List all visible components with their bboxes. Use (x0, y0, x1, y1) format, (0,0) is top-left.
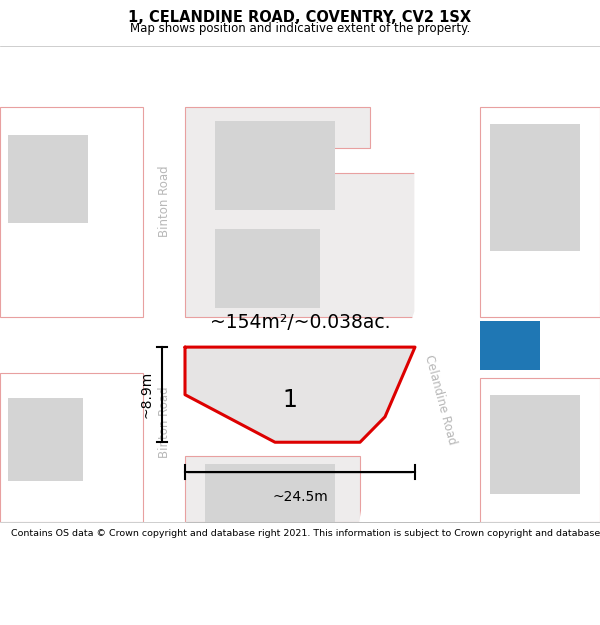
Bar (480, 107, 600, 318)
Text: Contains OS data © Crown copyright and database right 2021. This information is : Contains OS data © Crown copyright and d… (11, 529, 600, 538)
Polygon shape (185, 456, 360, 522)
Polygon shape (360, 107, 475, 522)
Text: ~154m²/~0.038ac.: ~154m²/~0.038ac. (210, 313, 390, 332)
Bar (8, 135, 88, 223)
Bar (490, 394, 580, 494)
Bar (0, 372, 143, 522)
Text: 1, CELANDINE ROAD, COVENTRY, CV2 1SX: 1, CELANDINE ROAD, COVENTRY, CV2 1SX (128, 10, 472, 25)
Polygon shape (185, 107, 415, 318)
Text: Celandine Road: Celandine Road (422, 354, 458, 446)
Text: ~24.5m: ~24.5m (272, 490, 328, 504)
Bar (490, 124, 580, 251)
Bar (205, 464, 335, 522)
Bar (0, 107, 143, 318)
Text: 1: 1 (283, 388, 298, 412)
Bar (480, 321, 540, 371)
Text: Map shows position and indicative extent of the property.: Map shows position and indicative extent… (130, 22, 470, 34)
Text: Binton Road: Binton Road (158, 165, 172, 237)
Text: Binton Road: Binton Road (158, 386, 172, 458)
Polygon shape (185, 347, 415, 442)
Text: ~8.9m: ~8.9m (140, 371, 154, 418)
Bar (8, 398, 83, 481)
Bar (215, 121, 335, 210)
Bar (215, 229, 320, 308)
Bar (480, 378, 600, 522)
